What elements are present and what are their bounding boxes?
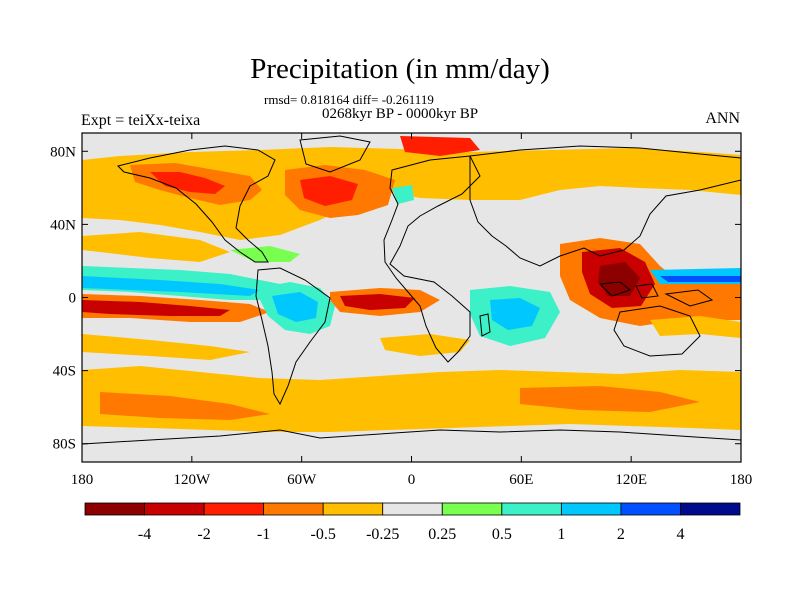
sulawesi-coast bbox=[635, 283, 659, 299]
colorbar-swatch bbox=[680, 502, 741, 516]
colorbar-label: -0.25 bbox=[366, 526, 399, 543]
north-pacific-subtropical-band bbox=[82, 232, 230, 262]
lon-tick-label: 0 bbox=[408, 472, 416, 488]
colorbar: -4 -2 -1 -0.5 -0.25 0.25 0.5 1 2 4 bbox=[84, 502, 741, 543]
longitude-ticks: 180 120W 60W 0 60E 120E 180 bbox=[71, 133, 753, 488]
lat-tick-label: 40N bbox=[50, 217, 76, 233]
colorbar-label: -0.5 bbox=[311, 526, 336, 543]
equatorial-atlantic-core-anomaly bbox=[340, 294, 415, 310]
arctic-red-patch bbox=[400, 136, 480, 156]
colorbar-swatch bbox=[203, 502, 265, 516]
colorbar-swatch bbox=[560, 502, 622, 516]
lon-tick-label: 60E bbox=[509, 472, 533, 488]
southern-pacific-orange-patch bbox=[100, 392, 270, 420]
north-america-core-anomaly bbox=[150, 172, 225, 194]
season-label: ANN bbox=[705, 110, 740, 127]
colorbar-label: 0.5 bbox=[492, 526, 512, 543]
lon-tick-label: 180 bbox=[730, 472, 753, 488]
colorbar-label: -2 bbox=[197, 526, 210, 543]
madagascar-coast bbox=[479, 313, 491, 337]
equatorial-pacific-blue-band bbox=[82, 276, 260, 296]
colorbar-label: 1 bbox=[557, 526, 565, 543]
south-atlantic-subtropical-band bbox=[380, 334, 470, 356]
colorbar-swatch bbox=[382, 502, 443, 516]
south-pacific-subtropical-band bbox=[82, 334, 250, 360]
lon-tick-label: 120E bbox=[615, 472, 647, 488]
greenland-coast bbox=[299, 135, 371, 173]
australia-coast bbox=[613, 305, 701, 357]
coastlines bbox=[82, 135, 741, 445]
colorbar-swatch bbox=[441, 502, 503, 516]
west-pacific-deep-blue-band bbox=[660, 276, 741, 282]
south-equatorial-pacific-core bbox=[82, 300, 230, 316]
new-guinea-coast bbox=[664, 289, 714, 307]
amazon-core-wet-anomaly bbox=[272, 292, 318, 322]
lon-tick-label: 180 bbox=[71, 472, 94, 488]
lat-tick-label: 0 bbox=[69, 291, 77, 307]
stats-line: rmsd= 0.818164 diff= -0.261119 bbox=[264, 92, 434, 107]
plot-title: Precipitation (in mm/day) bbox=[250, 53, 550, 85]
north-america-coast bbox=[117, 145, 276, 263]
north-atlantic-core-anomaly bbox=[300, 176, 358, 206]
colorbar-label: -4 bbox=[138, 526, 151, 543]
colorbar-swatch bbox=[322, 502, 384, 516]
lon-tick-label: 60W bbox=[287, 472, 317, 488]
africa-europe-coast bbox=[383, 155, 481, 363]
colorbar-swatch bbox=[144, 502, 205, 516]
period-line: 0268kyr BP - 0000kyr BP bbox=[322, 106, 479, 122]
greenland-cyan-patch bbox=[392, 185, 414, 204]
colorbar-swatch bbox=[263, 502, 324, 516]
colorbar-swatch bbox=[84, 502, 145, 516]
lat-tick-label: 40S bbox=[53, 364, 76, 380]
colorbar-label: -1 bbox=[257, 526, 270, 543]
indian-ocean-core-wet-anomaly bbox=[490, 298, 540, 330]
lon-tick-label: 120W bbox=[173, 472, 211, 488]
latitude-ticks: 80N 40N 0 40S 80S bbox=[50, 144, 741, 453]
colorbar-label: 4 bbox=[676, 526, 684, 543]
precip-anomaly-field bbox=[82, 136, 741, 432]
central-america-green-patch bbox=[230, 246, 300, 262]
colorbar-label: 0.25 bbox=[428, 526, 456, 543]
south-america-coast bbox=[255, 267, 331, 406]
antarctica-coast bbox=[82, 429, 741, 445]
borneo-coast bbox=[598, 281, 632, 297]
southern-indian-orange-patch bbox=[520, 386, 700, 412]
colorbar-swatch bbox=[620, 502, 681, 516]
colorbar-label: 2 bbox=[617, 526, 625, 543]
maritime-continent-extreme bbox=[598, 262, 640, 296]
asia-coast bbox=[469, 145, 741, 267]
lat-tick-label: 80N bbox=[50, 144, 76, 160]
lat-tick-label: 80S bbox=[53, 437, 76, 453]
colorbar-swatch bbox=[501, 502, 562, 516]
experiment-label: Expt = teiXx-teixa bbox=[81, 112, 201, 129]
